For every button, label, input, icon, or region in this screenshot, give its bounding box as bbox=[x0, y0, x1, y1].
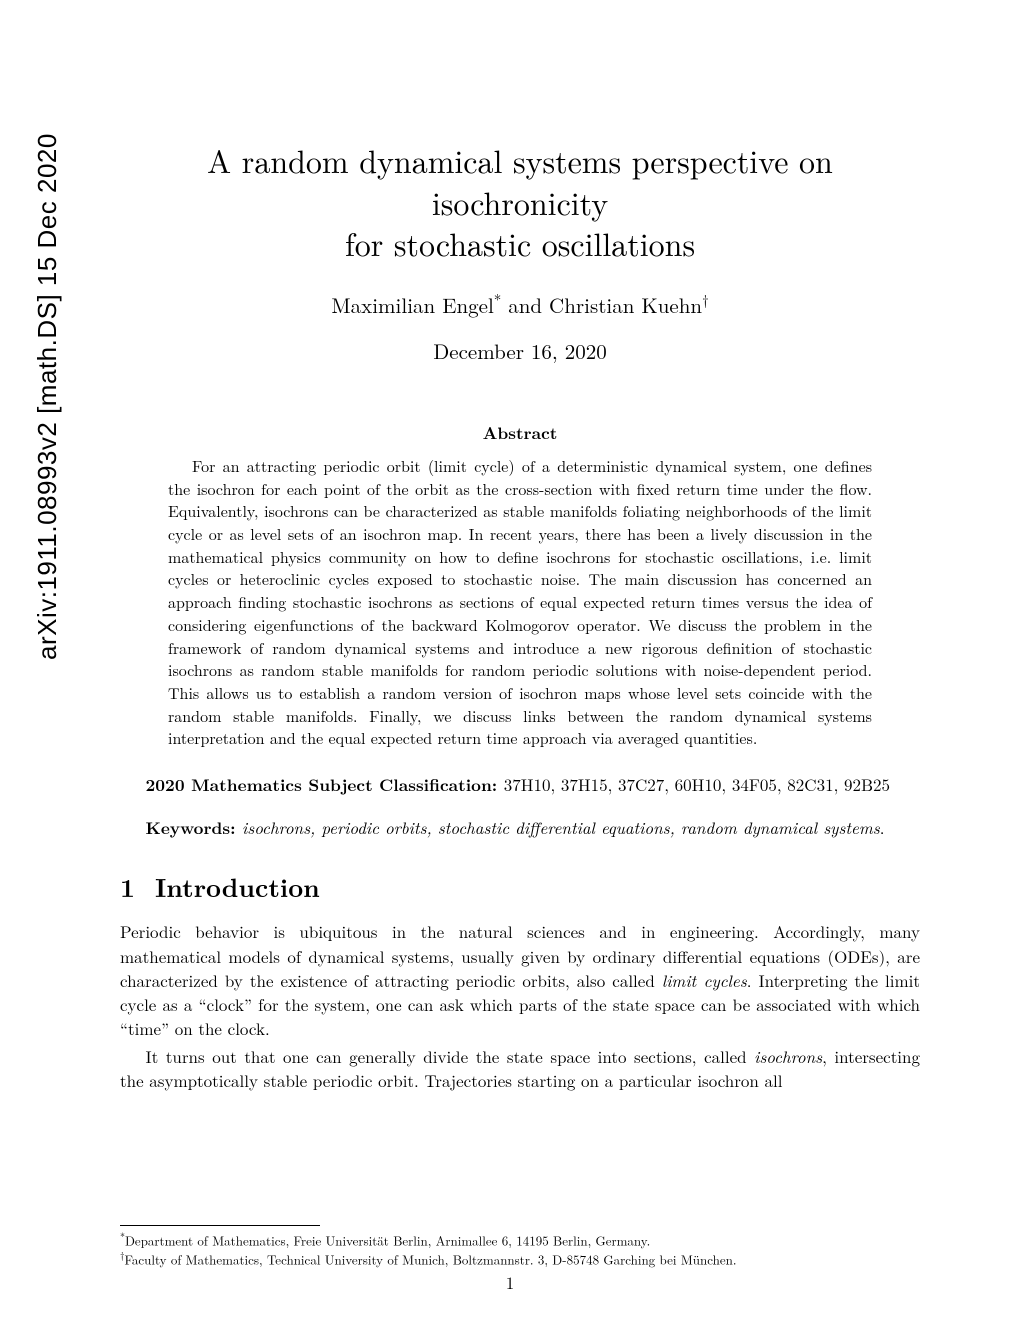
paper-date: December 16, 2020 bbox=[120, 336, 920, 366]
footnotes: *Department of Mathematics, Freie Univer… bbox=[120, 1215, 920, 1268]
section-heading: 1 Introduction bbox=[120, 868, 920, 905]
content-area: A random dynamical systems perspective o… bbox=[120, 140, 920, 1096]
paper-title: A random dynamical systems perspective o… bbox=[120, 140, 920, 265]
title-line-2: for stochastic oscillations bbox=[345, 221, 695, 266]
author-separator: and bbox=[501, 290, 549, 320]
footnote-1-text: Department of Mathematics, Freie Univers… bbox=[125, 1231, 650, 1250]
msc-classification: 2020 Mathematics Subject Classification:… bbox=[120, 772, 920, 797]
abstract-body: For an attracting periodic orbit (limit … bbox=[168, 455, 872, 750]
para1-italic: limit cycles bbox=[662, 968, 747, 992]
keywords-items: isochrons, periodic orbits, stochastic d… bbox=[242, 815, 880, 839]
footnote-1: *Department of Mathematics, Freie Univer… bbox=[120, 1230, 920, 1249]
keywords-period: . bbox=[880, 815, 885, 839]
author-1: Maximilian Engel bbox=[331, 290, 494, 320]
title-line-1: A random dynamical systems perspective o… bbox=[207, 138, 833, 225]
intro-paragraph-1: Periodic behavior is ubiquitous in the n… bbox=[120, 919, 920, 1040]
para2-italic: isochrons bbox=[754, 1044, 822, 1068]
arxiv-stamp: arXiv:1911.08993v2 [math.DS] 15 Dec 2020 bbox=[32, 133, 63, 660]
para2-part-a: It turns out that one can generally divi… bbox=[146, 1044, 755, 1068]
authors: Maximilian Engel* and Christian Kuehn† bbox=[120, 289, 920, 320]
author-2: Christian Kuehn bbox=[549, 290, 702, 320]
page-number: 1 bbox=[0, 1270, 1020, 1294]
keywords: Keywords: isochrons, periodic orbits, st… bbox=[120, 815, 920, 840]
section-title: Introduction bbox=[155, 868, 320, 905]
footnote-2-text: Faculty of Mathematics, Technical Univer… bbox=[124, 1249, 736, 1268]
section-number: 1 bbox=[120, 868, 135, 905]
page: arXiv:1911.08993v2 [math.DS] 15 Dec 2020… bbox=[0, 0, 1020, 1320]
intro-paragraph-2: It turns out that one can generally divi… bbox=[120, 1044, 920, 1092]
msc-codes: 37H10, 37H15, 37C27, 60H10, 34F05, 82C31… bbox=[504, 772, 890, 796]
footnote-2: †Faculty of Mathematics, Technical Unive… bbox=[120, 1249, 920, 1268]
author-2-mark: † bbox=[702, 289, 709, 310]
keywords-label: Keywords: bbox=[146, 816, 243, 840]
msc-label: 2020 Mathematics Subject Classification: bbox=[146, 773, 504, 797]
abstract-heading: Abstract bbox=[120, 421, 920, 445]
